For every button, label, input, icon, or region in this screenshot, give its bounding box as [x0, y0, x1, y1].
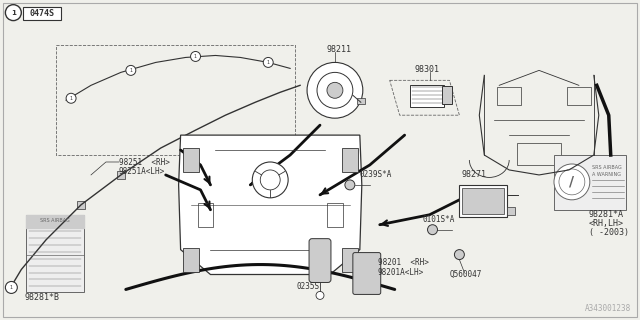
- Bar: [462, 188, 504, 214]
- Bar: [342, 248, 358, 271]
- Text: 98281*B: 98281*B: [25, 293, 60, 302]
- Circle shape: [252, 162, 288, 198]
- Circle shape: [263, 58, 273, 68]
- Bar: [567, 87, 591, 105]
- Circle shape: [554, 164, 590, 200]
- Circle shape: [317, 72, 353, 108]
- Text: 0101S*A: 0101S*A: [422, 215, 455, 224]
- Bar: [460, 185, 507, 217]
- Text: 98271: 98271: [461, 170, 486, 179]
- Text: SRS AIRBAG: SRS AIRBAG: [40, 218, 70, 223]
- Text: A WARNING: A WARNING: [592, 172, 621, 177]
- Circle shape: [316, 292, 324, 300]
- Text: /: /: [570, 175, 575, 189]
- Text: 1: 1: [10, 285, 13, 290]
- Text: 98281*A: 98281*A: [589, 210, 624, 219]
- Bar: [554, 155, 626, 210]
- Bar: [198, 203, 214, 227]
- Bar: [357, 98, 365, 104]
- Circle shape: [191, 52, 200, 61]
- Circle shape: [5, 5, 21, 20]
- Text: 0474S: 0474S: [29, 9, 54, 18]
- Bar: [342, 148, 358, 172]
- Circle shape: [428, 225, 438, 235]
- Bar: [56, 45, 295, 155]
- Text: A343001238: A343001238: [584, 304, 630, 313]
- FancyBboxPatch shape: [353, 252, 381, 294]
- Bar: [497, 87, 521, 105]
- Text: 98251A<LH>: 98251A<LH>: [119, 167, 165, 176]
- Circle shape: [66, 93, 76, 103]
- Text: 0239S*A: 0239S*A: [360, 170, 392, 179]
- Bar: [117, 171, 125, 179]
- Circle shape: [345, 180, 355, 190]
- Bar: [77, 201, 85, 209]
- Bar: [327, 203, 343, 227]
- Text: 98251  <RH>: 98251 <RH>: [119, 158, 170, 167]
- Text: 0235S: 0235S: [296, 283, 319, 292]
- Bar: [26, 215, 84, 292]
- Bar: [442, 86, 452, 104]
- Text: SRS AIRBAG: SRS AIRBAG: [592, 165, 621, 170]
- Bar: [182, 148, 198, 172]
- FancyBboxPatch shape: [309, 239, 331, 283]
- Text: 1: 1: [267, 60, 270, 65]
- Circle shape: [327, 82, 343, 98]
- Text: Q560047: Q560047: [449, 269, 482, 278]
- Text: 1: 1: [70, 96, 73, 101]
- Polygon shape: [26, 215, 84, 228]
- Text: 1: 1: [11, 10, 16, 16]
- Text: 1: 1: [194, 54, 197, 59]
- Bar: [182, 248, 198, 271]
- Text: ( -2003): ( -2003): [589, 228, 629, 237]
- Bar: [42, 236, 50, 244]
- Text: 98201  <RH>: 98201 <RH>: [378, 258, 429, 267]
- Circle shape: [126, 65, 136, 76]
- Circle shape: [454, 250, 465, 260]
- Circle shape: [307, 62, 363, 118]
- Bar: [410, 85, 444, 107]
- Text: 98201A<LH>: 98201A<LH>: [378, 268, 424, 276]
- Circle shape: [5, 282, 17, 293]
- Text: 98211: 98211: [327, 45, 352, 54]
- Text: 98301: 98301: [415, 65, 440, 74]
- Bar: [507, 207, 515, 215]
- Text: <RH,LH>: <RH,LH>: [589, 219, 624, 228]
- Polygon shape: [179, 135, 362, 275]
- Text: 1: 1: [129, 68, 132, 73]
- Bar: [23, 7, 61, 20]
- Bar: [517, 143, 561, 165]
